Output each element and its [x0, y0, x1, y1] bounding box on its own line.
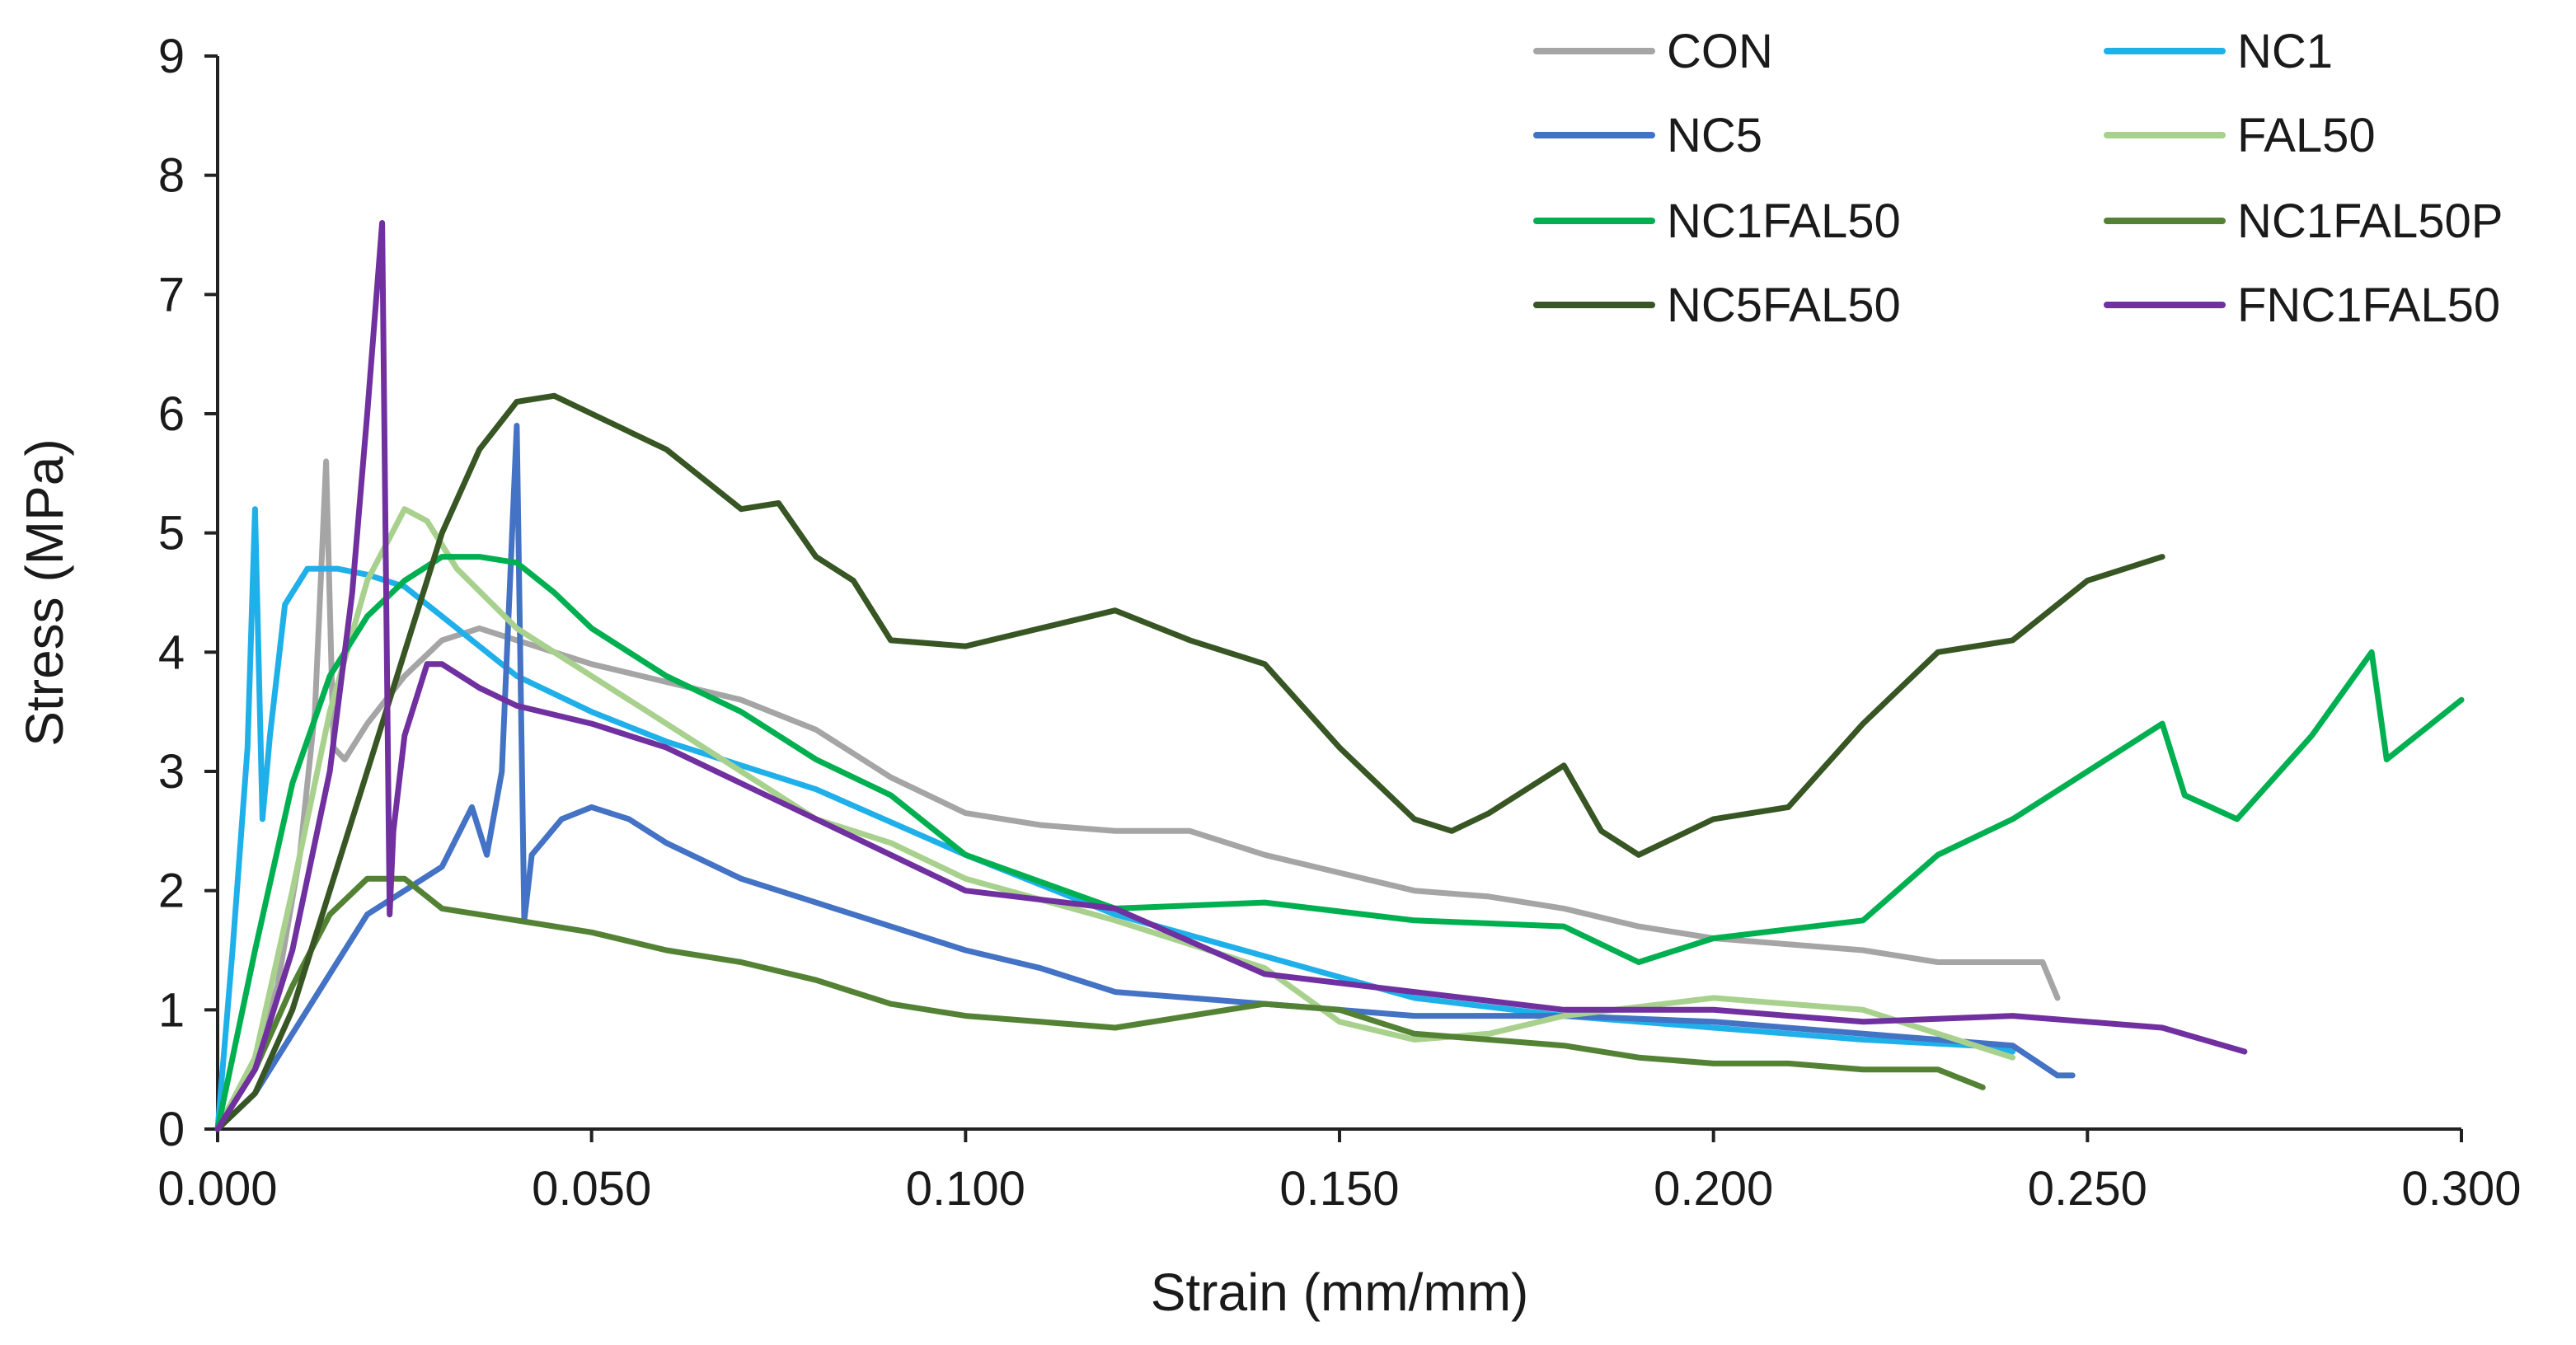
y-ticks: 0 1 2 3 4 5 6 7 8 9	[158, 30, 218, 1156]
legend-label-nc1fal50p: NC1FAL50P	[2237, 194, 2503, 248]
series-group	[214, 220, 2465, 1132]
x-ticks: 0.000 0.050 0.100 0.150 0.200 0.250 0.300	[157, 1129, 2522, 1216]
legend-label-nc5fal50: NC5FAL50	[1667, 279, 1901, 332]
legend-label-con: CON	[1667, 25, 1773, 78]
y-tick-label: 1	[158, 983, 185, 1037]
y-tick-label: 0	[158, 1103, 185, 1156]
series-line-fal50	[214, 506, 2016, 1132]
axes: 0 1 2 3 4 5 6 7 8 9 0.000 0.050 0.100 0.150 0.200 0.25…	[157, 30, 2521, 1216]
y-tick-label: 5	[158, 507, 185, 560]
x-tick-label: 0.000	[157, 1162, 277, 1216]
x-tick-label: 0.250	[2028, 1162, 2147, 1216]
legend-label-nc1: NC1	[2237, 25, 2333, 78]
y-axis-label: Stress (MPa)	[15, 438, 74, 746]
x-axis-label: Strain (mm/mm)	[1151, 1263, 1529, 1322]
series-line-fnc1fal50	[214, 220, 2248, 1132]
legend-label-nc1fal50: NC1FAL50	[1667, 194, 1901, 248]
y-tick-label: 3	[158, 745, 185, 799]
y-tick-label: 8	[158, 149, 185, 203]
y-tick-label: 4	[158, 626, 185, 679]
y-tick-label: 2	[158, 865, 185, 918]
x-tick-label: 0.200	[1654, 1162, 1773, 1216]
series-line-nc1fal50	[214, 554, 2465, 1132]
y-tick-label: 7	[158, 268, 185, 321]
legend-label-fnc1fal50: FNC1FAL50	[2237, 279, 2500, 332]
y-tick-label: 6	[158, 387, 185, 441]
y-tick-label: 9	[158, 30, 185, 83]
x-tick-label: 0.300	[2401, 1162, 2521, 1216]
series-line-nc1fal50p	[214, 875, 1986, 1132]
x-tick-label: 0.150	[1279, 1162, 1399, 1216]
legend-label-fal50: FAL50	[2237, 109, 2376, 162]
x-tick-label: 0.050	[532, 1162, 651, 1216]
x-tick-label: 0.100	[906, 1162, 1025, 1216]
legend-label-nc5: NC5	[1667, 109, 1762, 162]
series-line-nc5fal50	[214, 392, 2165, 1132]
